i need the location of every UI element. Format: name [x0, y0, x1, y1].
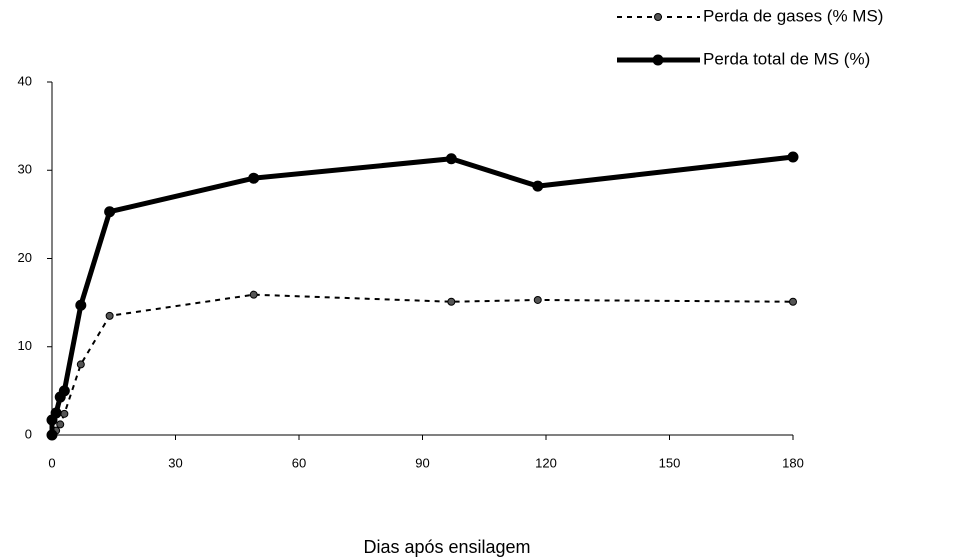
y-tick-label: 10 [18, 338, 32, 353]
marker [532, 180, 544, 192]
y-tick-label: 0 [25, 426, 32, 441]
y-tick-label: 20 [18, 250, 32, 265]
marker [447, 297, 456, 306]
marker [75, 299, 87, 311]
marker [787, 151, 799, 163]
x-tick-label: 180 [782, 455, 804, 470]
legend-label: Perda total de MS (%) [703, 49, 870, 68]
marker [445, 153, 457, 165]
marker [50, 407, 62, 419]
y-tick-label: 40 [18, 73, 32, 88]
x-tick-label: 120 [535, 455, 557, 470]
marker [58, 385, 70, 397]
x-tick-label: 90 [415, 455, 429, 470]
x-tick-label: 150 [659, 455, 681, 470]
legend-label: Perda de gases (% MS) [703, 6, 883, 25]
marker [533, 295, 542, 304]
x-tick-label: 0 [48, 455, 55, 470]
y-tick-label: 30 [18, 162, 32, 177]
marker [105, 311, 114, 320]
marker [76, 360, 85, 369]
series-line [49, 154, 794, 435]
x-axis-title: Dias após ensilagem [363, 537, 530, 557]
marker [104, 206, 116, 218]
legend-marker [654, 13, 662, 21]
legend-marker [652, 54, 664, 66]
x-tick-label: 30 [168, 455, 182, 470]
marker [56, 420, 65, 429]
marker [46, 429, 58, 441]
marker [248, 172, 260, 184]
marker [789, 297, 797, 306]
marker [249, 290, 258, 299]
marker [60, 409, 69, 418]
series-line [51, 293, 794, 436]
x-tick-label: 60 [292, 455, 306, 470]
